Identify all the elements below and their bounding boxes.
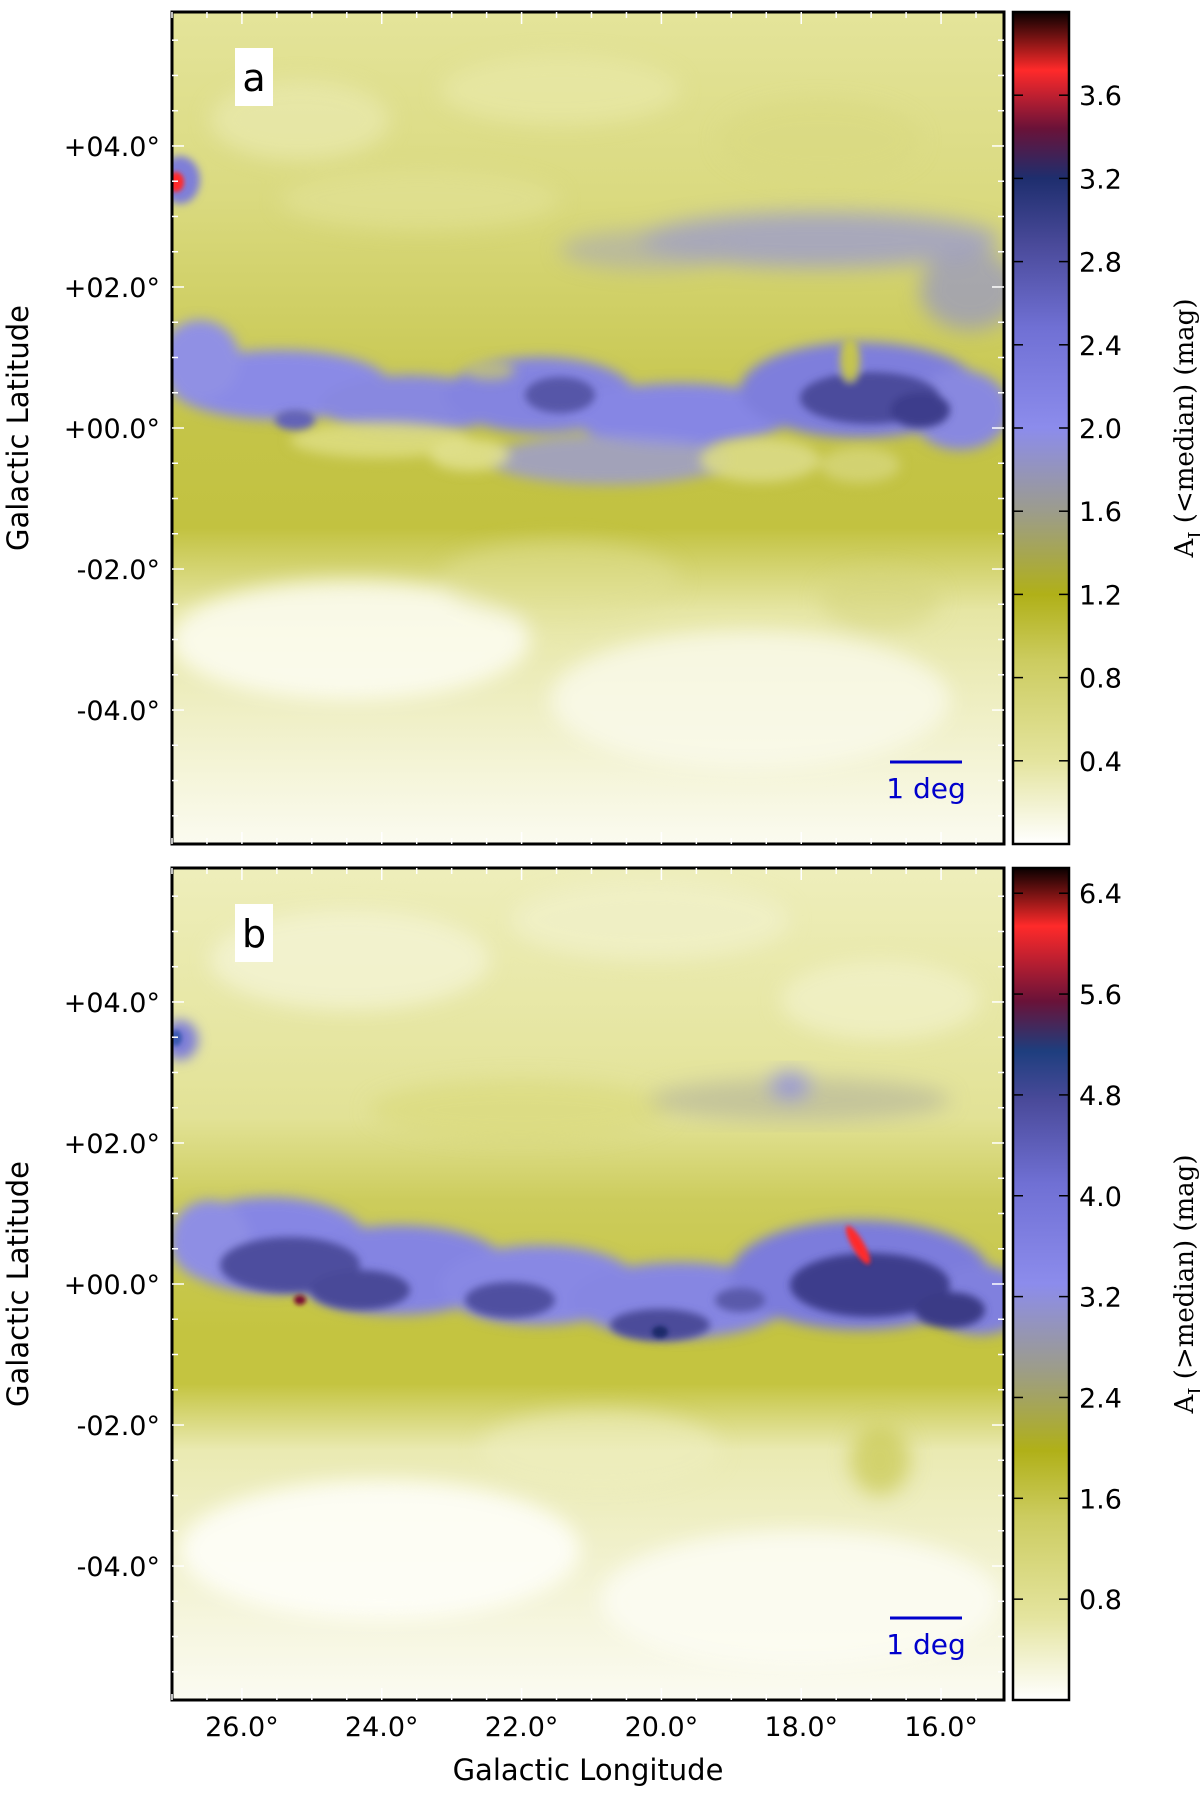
x-tick-label: 20.0° <box>625 1712 699 1743</box>
x-tick-label: 22.0° <box>485 1712 559 1743</box>
panel-b-upper-arc <box>650 1071 950 1122</box>
panel-b-colorbar-ticks: 0.8 1.6 2.4 3.2 4.0 4.8 5.6 6.4 <box>1013 879 1122 1616</box>
panel-b-ylabel: Galactic Latitude <box>1 1161 35 1407</box>
y-tick-label: -04.0° <box>77 696 160 727</box>
colorbar-tick-label: 4.0 <box>1079 1182 1122 1213</box>
colorbar-tick-label: 6.4 <box>1079 879 1122 910</box>
panel-b-cores <box>220 1237 985 1341</box>
y-tick-label: +02.0° <box>64 273 160 304</box>
x-tick-label: 18.0° <box>764 1712 838 1743</box>
panel-a-texture <box>172 55 950 770</box>
panel-b-y-tick-labels: +04.0° +02.0° +00.0° -02.0° -04.0° <box>64 988 160 1583</box>
panel-a-ylabel: Galactic Latitude <box>1 305 35 551</box>
x-tick-labels: 26.0° 24.0° 22.0° 20.0° 18.0° 16.0° <box>205 1712 978 1743</box>
colorbar-tick-label: 2.4 <box>1079 331 1122 362</box>
panel-a-ticks <box>171 12 1004 844</box>
panel-a-upper-arc <box>560 212 1004 330</box>
x-tick-label: 26.0° <box>205 1712 279 1743</box>
y-tick-label: +04.0° <box>64 988 160 1019</box>
panel-a-colorbar-ticks: 0.4 0.8 1.2 1.6 2.0 2.4 2.8 3.2 3.6 <box>1013 81 1122 778</box>
colorbar-tick-label: 3.2 <box>1079 164 1122 195</box>
panel-b-colorbar: 0.8 1.6 2.4 3.2 4.0 4.8 5.6 6.4 AJ (>median) (m… <box>1011 866 1200 1702</box>
panel-b-peaks <box>172 1030 871 1338</box>
panel-b-scalebar-label: 1 deg <box>886 1628 966 1661</box>
panel-a-band-gaps <box>290 360 900 483</box>
panel-a-colorbar: 0.4 0.8 1.2 1.6 2.0 2.4 2.8 3.2 3.6 AJ (<median)… <box>1011 10 1200 846</box>
panel-b-label: b <box>242 912 266 956</box>
colorbar-tick-label: 2.8 <box>1079 248 1122 279</box>
panel-a-label-box <box>235 48 273 106</box>
x-tick-label: 24.0° <box>345 1712 419 1743</box>
y-tick-label: -02.0° <box>77 1411 160 1442</box>
colorbar-tick-label: 5.6 <box>1079 980 1122 1011</box>
colorbar-tick-label: 0.4 <box>1079 747 1122 778</box>
x-axis-label: Galactic Longitude <box>453 1753 724 1787</box>
x-tick-label: 16.0° <box>904 1712 978 1743</box>
panel-a-peak <box>172 172 184 192</box>
y-tick-label: +00.0° <box>64 1270 160 1301</box>
colorbar-tick-label: 3.6 <box>1079 81 1122 112</box>
colorbar-tick-label: 1.6 <box>1079 497 1122 528</box>
panel-b-colorbar-gradient <box>1011 866 1071 1702</box>
y-tick-label: +02.0° <box>64 1129 160 1160</box>
panel-b-label-box <box>235 904 273 962</box>
colorbar-tick-label: 3.2 <box>1079 1283 1122 1314</box>
colorbar-tick-label: 4.8 <box>1079 1081 1122 1112</box>
panel-a-cores <box>172 156 950 430</box>
panel-b-heatmap <box>172 868 1004 1700</box>
colorbar-tick-label: 2.4 <box>1079 1383 1122 1414</box>
panel-b-ticks <box>171 868 1004 1700</box>
colorbar-tick-label: 1.2 <box>1079 580 1122 611</box>
panel-a-scalebar-label: 1 deg <box>886 772 966 805</box>
panel-b-texture <box>180 880 1000 1670</box>
panel-a-y-tick-labels: +04.0° +02.0° +00.0° -02.0° -04.0° <box>64 132 160 727</box>
panel-a: a 1 deg +04.0° +02.0° +00.0° -02.0° -04.0° G… <box>1 10 1200 846</box>
y-tick-label: +00.0° <box>64 414 160 445</box>
panel-b-colorbar-label: AJ (>median) (mag) <box>1170 1155 1200 1415</box>
panel-a-heatmap <box>172 12 1004 844</box>
panel-a-colorbar-label: AJ (<median) (mag) <box>1170 299 1200 559</box>
colorbar-tick-label: 0.8 <box>1079 1585 1122 1616</box>
y-tick-label: -02.0° <box>77 555 160 586</box>
panel-b: b 1 deg +04.0° +02.0° +00.0° -02.0° -04.0° G… <box>1 866 1200 1787</box>
y-tick-label: +04.0° <box>64 132 160 163</box>
colorbar-tick-label: 1.6 <box>1079 1484 1122 1515</box>
colorbar-tick-label: 2.0 <box>1079 414 1122 445</box>
colorbar-tick-label: 0.8 <box>1079 664 1122 695</box>
panel-a-label: a <box>242 56 265 100</box>
y-tick-label: -04.0° <box>77 1552 160 1583</box>
